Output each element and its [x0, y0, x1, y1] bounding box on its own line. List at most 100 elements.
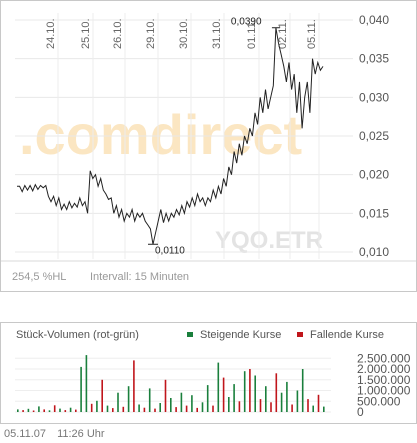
- volume-bar: [96, 400, 98, 412]
- legend-rising-swatch: [187, 332, 193, 337]
- price-chart-panel: .comdirect YQO.ETR 24.10. 25.10. 26.10. 29.…: [0, 0, 417, 292]
- price-tick-label: 0,040: [359, 13, 389, 27]
- volume-bar: [75, 409, 77, 412]
- price-tick-label: 0,030: [359, 90, 389, 104]
- volume-bar: [212, 405, 214, 412]
- volume-bar: [117, 392, 119, 412]
- date-tick-label: 30.10.: [178, 18, 190, 49]
- price-line: [17, 27, 324, 245]
- date-tick-label: 25.10.: [80, 18, 92, 49]
- footer-time: 11:26 Uhr: [57, 428, 105, 440]
- volume-bar: [59, 408, 61, 412]
- volume-bar: [206, 385, 209, 412]
- volume-bar: [80, 366, 82, 412]
- volume-bar: [64, 410, 67, 412]
- volume-bar: [53, 405, 56, 412]
- watermark-symbol: YQO.ETR: [215, 227, 323, 254]
- price-tick-label: 0,015: [359, 206, 389, 220]
- volume-gridlines: [15, 357, 331, 413]
- timestamp-footer: 05.11.07 11:26 Uhr: [4, 428, 105, 440]
- volume-bar: [101, 379, 103, 412]
- footer-date: 05.11.07: [4, 428, 47, 440]
- interval-text: Intervall: 15 Minuten: [90, 271, 189, 283]
- watermark-logo: .comdirect: [19, 103, 302, 166]
- volume-bar: [164, 379, 167, 412]
- volume-tick-label: 2.000.000: [357, 362, 411, 376]
- volume-chart: Stück-Volumen (rot-grün) Steigende Kurse…: [15, 329, 411, 419]
- volume-bar: [191, 395, 193, 412]
- volume-bar: [201, 402, 204, 412]
- volume-bar: [180, 392, 183, 412]
- high-annotation: 0,0390: [231, 17, 280, 29]
- volume-bar: [48, 410, 51, 412]
- price-tick-label: 0,010: [359, 245, 389, 259]
- volume-bar: [270, 402, 272, 412]
- volume-bar: [69, 407, 72, 412]
- date-tick-label: 24.10.: [45, 18, 57, 49]
- volume-bar: [238, 401, 241, 412]
- volume-bar: [175, 407, 177, 412]
- legend-rising-label: Steigende Kurse: [200, 329, 281, 341]
- volume-bar: [228, 397, 230, 412]
- volume-bar: [259, 399, 262, 412]
- date-axis-labels: 24.10. 25.10. 26.10. 29.10. 30.10. 31.10. 01.1…: [45, 18, 318, 49]
- volume-bar: [265, 386, 267, 412]
- price-chart: .comdirect YQO.ETR 24.10. 25.10. 26.10. 29.…: [1, 13, 416, 283]
- volume-bar: [233, 384, 235, 412]
- volume-bar: [127, 386, 130, 412]
- volume-bar: [43, 409, 45, 412]
- volume-bar: [133, 360, 135, 412]
- volume-bar: [254, 375, 256, 412]
- volume-tick-label: 1.000.000: [357, 384, 411, 398]
- volume-bar: [296, 390, 299, 412]
- volume-bar: [307, 399, 309, 412]
- legend-falling-label: Fallende Kurse: [310, 329, 384, 341]
- volume-bar: [138, 404, 140, 412]
- volume-bar: [280, 392, 283, 412]
- volume-bar: [275, 373, 278, 412]
- volume-bar: [317, 394, 320, 412]
- volume-bar: [222, 377, 225, 412]
- legend-rising: Steigende Kurse: [187, 329, 281, 341]
- volume-bar: [154, 408, 156, 412]
- legend-falling: Fallende Kurse: [297, 329, 384, 341]
- date-tick-label: 02.11.: [277, 19, 289, 49]
- price-axis-labels: 0,040 0,035 0,030 0,025 0,020 0,015 0,010: [359, 13, 389, 259]
- volume-bar: [122, 406, 125, 412]
- legend-falling-swatch: [297, 332, 303, 337]
- volume-bar: [291, 404, 293, 412]
- performance-text: 254,5 %HL: [12, 271, 66, 283]
- date-tick-label: 01.11.: [246, 19, 258, 49]
- high-label: 0,0390: [231, 17, 262, 28]
- volume-bar: [170, 398, 172, 412]
- volume-axis-labels: 2.500.0002.000.0001.500.0001.000.000500.…: [357, 351, 411, 419]
- price-tick-label: 0,025: [359, 129, 389, 143]
- volume-bar: [249, 369, 251, 412]
- low-label: 0,0110: [155, 245, 185, 256]
- price-tick-label: 0,020: [359, 168, 389, 182]
- volume-bar: [112, 408, 114, 412]
- volume-bar: [196, 407, 198, 412]
- volume-bar: [217, 362, 220, 412]
- volume-tick-label: 1.500.000: [357, 373, 411, 387]
- volume-bar: [159, 403, 161, 412]
- volume-bar: [27, 408, 30, 412]
- volume-bar: [22, 410, 24, 412]
- volume-bar: [17, 409, 19, 412]
- volume-bar: [143, 407, 146, 412]
- volume-bar: [185, 405, 188, 412]
- volume-bar: [312, 405, 314, 412]
- volume-tick-label: 500.000: [357, 394, 401, 408]
- volume-bar: [85, 355, 88, 412]
- volume-title: Stück-Volumen (rot-grün): [16, 329, 139, 341]
- volume-chart-panel: Stück-Volumen (rot-grün) Steigende Kurse…: [0, 322, 417, 424]
- low-annotation: 0,0110: [148, 243, 185, 256]
- volume-bar: [90, 403, 93, 412]
- date-tick-label: 29.10.: [145, 18, 157, 49]
- volume-bar: [301, 369, 304, 412]
- volume-bar: [38, 406, 40, 412]
- volume-tick-label: 2.500.000: [357, 351, 411, 365]
- volume-bar: [286, 381, 288, 412]
- volume-bars: [17, 355, 325, 412]
- date-tick-label: 31.10.: [211, 18, 223, 49]
